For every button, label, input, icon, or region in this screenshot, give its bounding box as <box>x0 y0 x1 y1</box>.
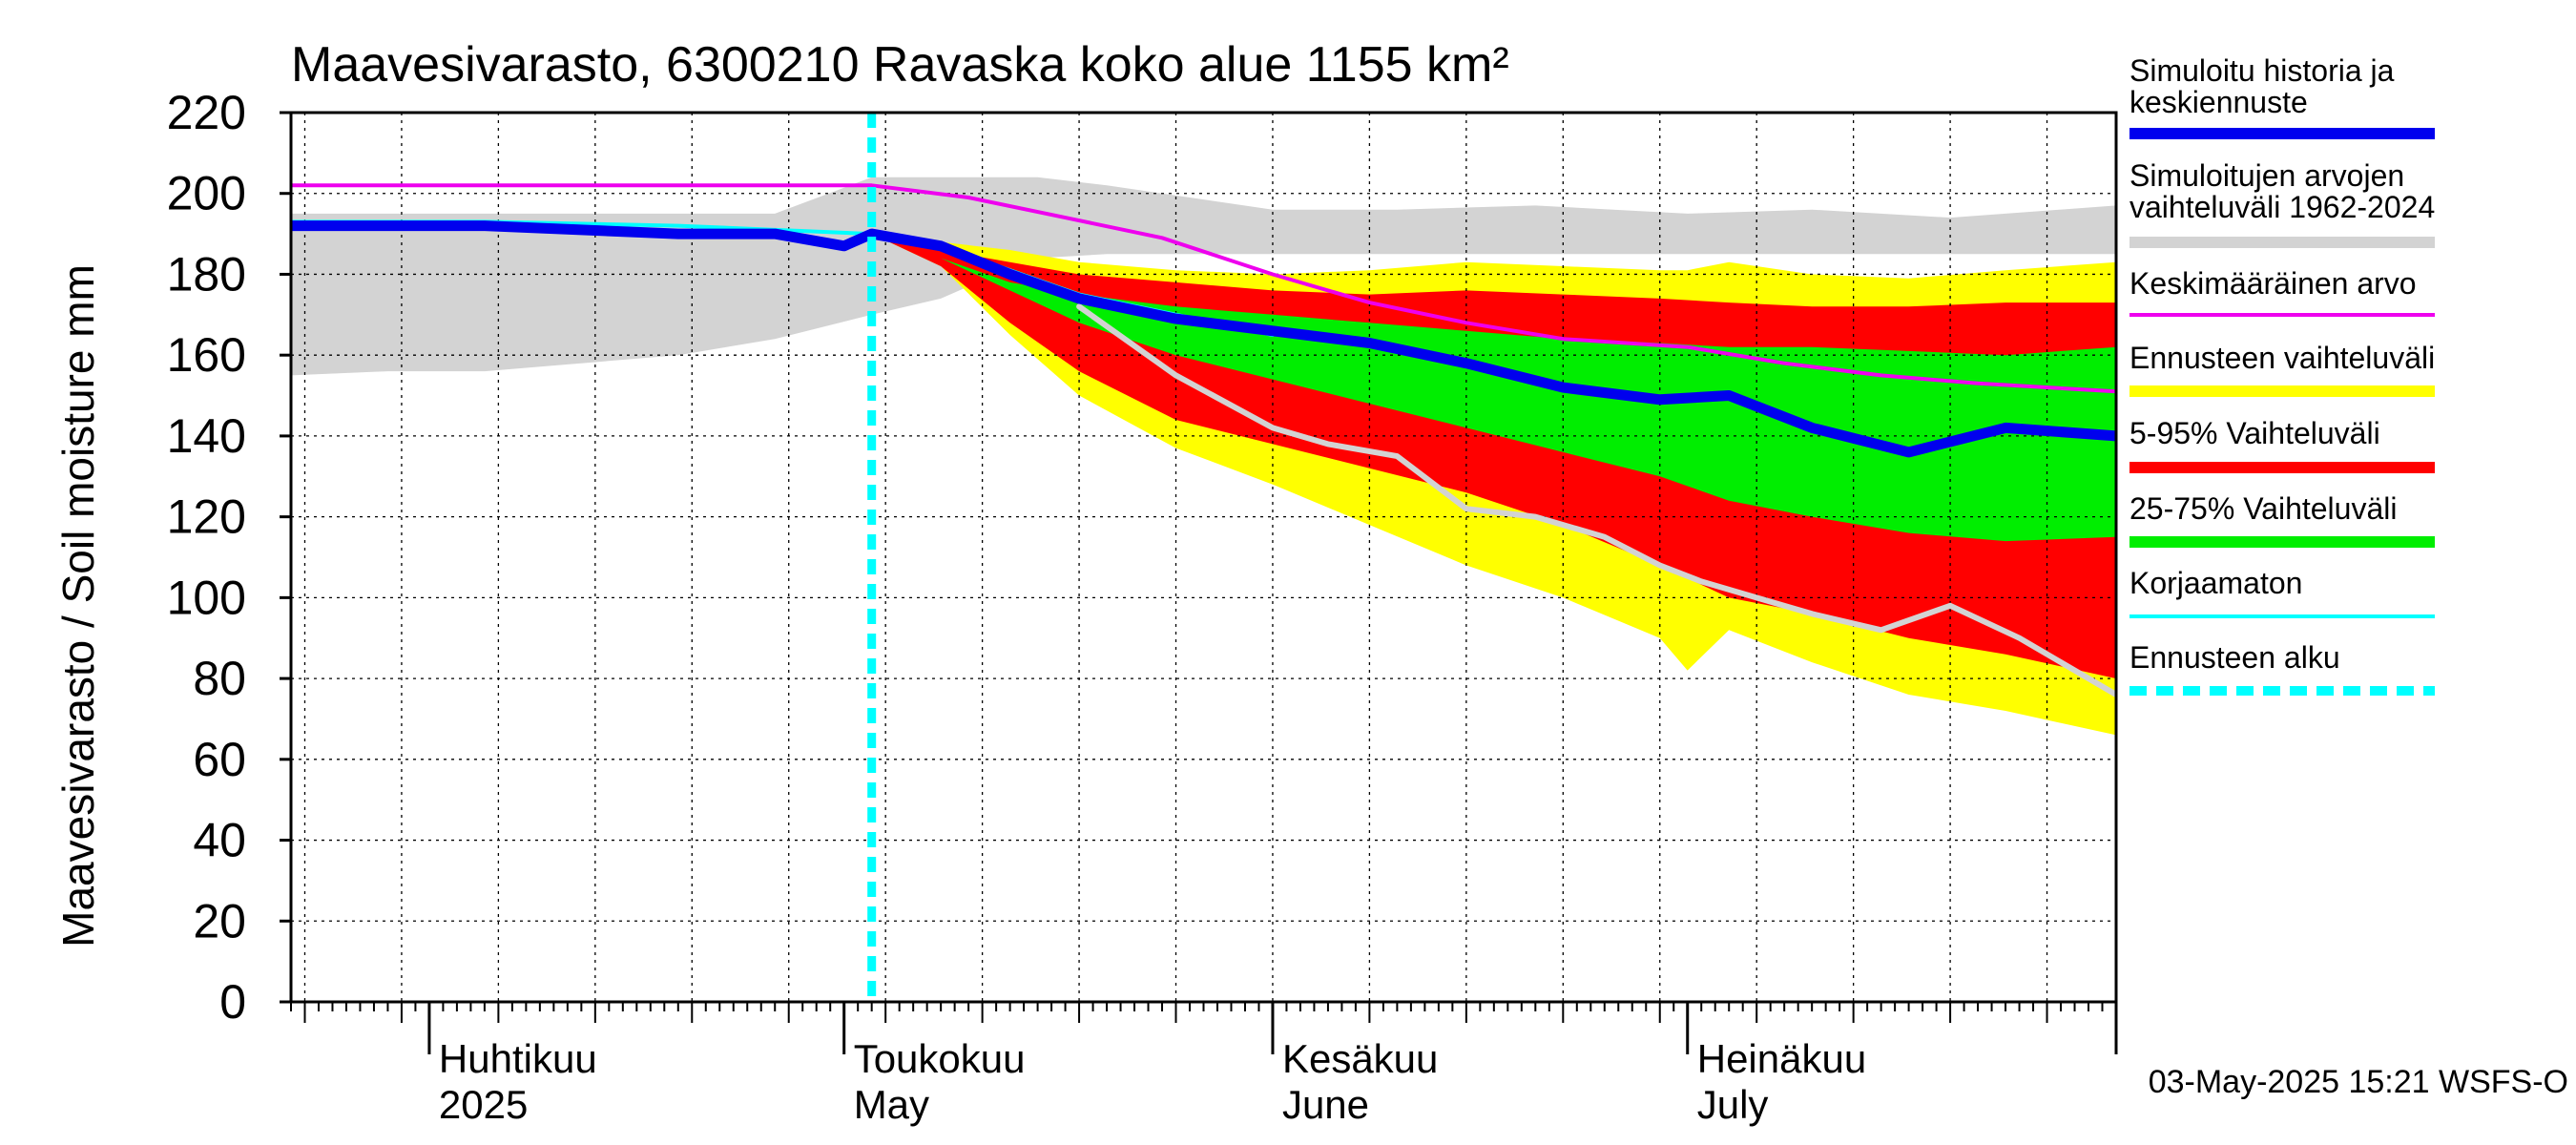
legend-item: Ennusteen alku <box>2129 640 2435 696</box>
y-tick-label: 100 <box>167 571 246 624</box>
legend-item: Ennusteen vaihteluväli <box>2129 341 2435 397</box>
x-month-label: Kesäkuu <box>1282 1036 1438 1081</box>
y-tick-label: 40 <box>193 814 246 867</box>
y-tick-label: 80 <box>193 652 246 705</box>
x-month-sublabel: May <box>854 1082 929 1127</box>
legend-label: Korjaamaton <box>2129 566 2302 600</box>
legend-label: vaihteluväli 1962-2024 <box>2129 190 2435 224</box>
legend-label: Keskimääräinen arvo <box>2129 266 2417 301</box>
legend-label: Ennusteen vaihteluväli <box>2129 341 2435 375</box>
y-tick-label: 20 <box>193 894 246 947</box>
grid-layer <box>291 113 2116 1002</box>
y-tick-label: 180 <box>167 247 246 301</box>
series-layer <box>291 183 2116 697</box>
series-line-gray <box>1076 303 2116 697</box>
legend-label: 5-95% Vaihteluväli <box>2129 416 2380 450</box>
legend-label: 25-75% Vaihteluväli <box>2129 491 2397 526</box>
series-line-mean-forecast <box>291 220 2116 458</box>
y-tick-label: 60 <box>193 733 246 786</box>
chart-title: Maavesivarasto, 6300210 Ravaska koko alu… <box>291 37 1509 93</box>
legend-label: keskiennuste <box>2129 85 2308 119</box>
y-axis-label: Maavesivarasto / Soil moisture mm <box>53 264 103 947</box>
legend-item: Keskimääräinen arvo <box>2129 266 2435 317</box>
y-tick-label: 0 <box>219 975 246 1029</box>
x-month-sublabel: July <box>1697 1082 1769 1127</box>
y-tick-label: 200 <box>167 167 246 220</box>
y-tick-label: 160 <box>167 328 246 382</box>
legend-item: Korjaamaton <box>2129 566 2435 618</box>
y-axis: 0 20 40 60 80 100 120 140 160 180 200 220 <box>167 86 291 1029</box>
band-25-75 <box>871 234 2116 542</box>
y-tick-label: 140 <box>167 409 246 463</box>
legend-item: 25-75% Vaihteluväli <box>2129 491 2435 548</box>
series-line-average <box>291 183 2116 394</box>
legend-label: Ennusteen alku <box>2129 640 2340 675</box>
x-month-label: Huhtikuu <box>439 1036 597 1081</box>
x-month-sublabel: June <box>1282 1082 1369 1127</box>
x-month-sublabel: 2025 <box>439 1082 528 1127</box>
legend-label: Simuloitu historia ja <box>2129 53 2395 88</box>
y-tick-label: 120 <box>167 490 246 544</box>
x-month-label: Heinäkuu <box>1697 1036 1866 1081</box>
y-tick-label: 220 <box>167 86 246 139</box>
legend-item: 5-95% Vaihteluväli <box>2129 416 2435 473</box>
footer-timestamp: 03-May-2025 15:21 WSFS-O <box>2149 1064 2568 1100</box>
x-month-label: Toukokuu <box>854 1036 1026 1081</box>
legend-label: Simuloitujen arvojen <box>2129 158 2404 193</box>
plot-area <box>289 111 2118 1004</box>
legend: Simuloitu historia jakeskiennusteSimuloi… <box>2129 53 2435 696</box>
